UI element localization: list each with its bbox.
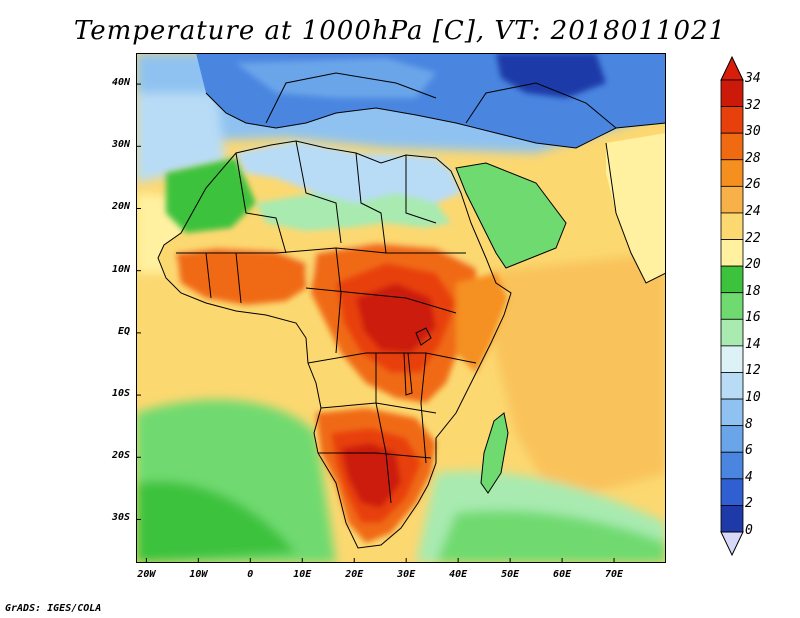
west-sahara-green <box>166 158 256 233</box>
border-3 <box>355 152 387 254</box>
map-title: Temperature at 1000hPa [C], VT: 20180110… <box>73 16 727 46</box>
lon-tick-label: 40E <box>449 569 468 580</box>
colorbar-tick-label: 16 <box>745 310 761 326</box>
lon-tick-label: 10E <box>293 569 312 580</box>
colorbar-tick-label: 28 <box>745 150 761 166</box>
lon-tick-label: 70E <box>605 569 624 580</box>
colorbar-tick-label: 4 <box>745 469 753 485</box>
colorbar-bin <box>720 292 744 320</box>
north-atlantic-pale <box>136 93 226 183</box>
colorbar-tick-label: 24 <box>745 203 761 219</box>
colorbar-tick-label: 8 <box>745 416 753 432</box>
colorbar <box>720 56 744 556</box>
colorbar-bin <box>720 372 744 400</box>
lon-tick-label: 0 <box>247 569 254 580</box>
map-plot-area <box>136 53 666 563</box>
colorbar-tick-label: 2 <box>745 496 753 512</box>
east-africa-warm <box>456 273 508 373</box>
lon-tick-label: 10W <box>189 569 208 580</box>
border-14 <box>205 252 212 299</box>
arabia-coast <box>455 162 567 269</box>
border-6 <box>305 287 457 314</box>
colorbar-tick-label: 18 <box>745 283 761 299</box>
colorbar-over-triangle <box>720 56 744 81</box>
europe-cold <box>496 53 606 98</box>
colorbar-bin <box>720 478 744 506</box>
indian-ocean-warm <box>476 253 666 503</box>
colorbar-bin <box>720 425 744 453</box>
india-coast <box>605 142 666 284</box>
border-1 <box>235 152 287 254</box>
africa-coastline <box>157 140 512 549</box>
west-africa-hot <box>176 248 306 305</box>
colorbar-bin <box>720 132 744 161</box>
lat-tick-label: EQ <box>117 325 130 337</box>
border-7 <box>307 352 477 364</box>
lat-tick-label: 20N <box>111 201 130 213</box>
india-land <box>606 133 666 283</box>
colorbar-tick-label: 20 <box>745 257 761 273</box>
border-4 <box>405 155 437 224</box>
europe-coast <box>205 92 666 149</box>
lon-tick-label: 50E <box>501 569 520 580</box>
southern-africa-peak <box>341 443 401 508</box>
map-ticks <box>136 83 615 563</box>
border-12 <box>335 247 342 354</box>
lat-tick-label: 30N <box>111 139 130 151</box>
colorbar-bin <box>720 79 744 107</box>
colorbar-tick-label: 10 <box>745 390 761 406</box>
colorbar-bin <box>720 398 744 427</box>
lon-tick-label: 60E <box>553 569 572 580</box>
map-frame <box>136 53 666 563</box>
lake-victoria <box>415 327 432 346</box>
madagascar-land <box>481 413 508 493</box>
border-16 <box>465 82 617 129</box>
credit-text: GrADS: IGES/COLA <box>5 603 102 614</box>
border-15 <box>265 72 437 124</box>
lat-tick-label: 40N <box>111 77 130 89</box>
colorbar-bin <box>720 212 744 240</box>
lake-tanganyika <box>403 352 413 396</box>
europe-mid <box>236 58 436 98</box>
lat-tick-label: 30S <box>111 512 130 524</box>
lon-tick-label: 30E <box>397 569 416 580</box>
lon-tick-label: 20W <box>137 569 156 580</box>
colorbar-tick-label: 14 <box>745 336 761 352</box>
temperature-map <box>136 53 666 563</box>
colorbar-bin <box>720 159 744 187</box>
colorbar-tick-label: 0 <box>745 523 753 538</box>
colorbar-tick-label: 30 <box>745 124 761 140</box>
south-indian-green <box>436 510 666 563</box>
border-9 <box>318 452 432 459</box>
colorbar-tick-label: 26 <box>745 177 761 193</box>
colorbar-bin <box>720 345 744 373</box>
arabia-land <box>456 163 566 268</box>
colorbar-bin <box>720 505 744 533</box>
country-borders <box>157 72 666 549</box>
colorbar-tick-label: 32 <box>745 97 761 113</box>
colorbar-bin <box>720 451 744 480</box>
sahara-green <box>256 193 451 231</box>
colorbar-tick-label: 22 <box>745 230 761 246</box>
madagascar-coast <box>480 412 509 494</box>
colorbar-bin <box>720 106 744 134</box>
colorbar-bin <box>720 239 744 267</box>
border-10 <box>375 353 392 504</box>
colorbar-bin <box>720 185 744 214</box>
colorbar-bin <box>720 265 744 294</box>
colorbar-tick-label: 12 <box>745 363 761 379</box>
colorbar-under-triangle <box>720 531 744 556</box>
lat-tick-label: 20S <box>111 450 130 462</box>
border-13 <box>235 252 242 304</box>
lon-tick-label: 20E <box>345 569 364 580</box>
border-2 <box>295 140 342 244</box>
south-atlantic-cooler <box>136 481 296 563</box>
colorbar-tick-label: 34 <box>745 71 761 86</box>
border-11 <box>420 352 427 464</box>
colorbar-bin <box>720 318 744 347</box>
lat-tick-label: 10S <box>111 388 130 400</box>
sahara-cool <box>236 141 461 203</box>
colorbar-tick-label: 6 <box>745 443 753 459</box>
lat-tick-label: 10N <box>111 263 130 275</box>
